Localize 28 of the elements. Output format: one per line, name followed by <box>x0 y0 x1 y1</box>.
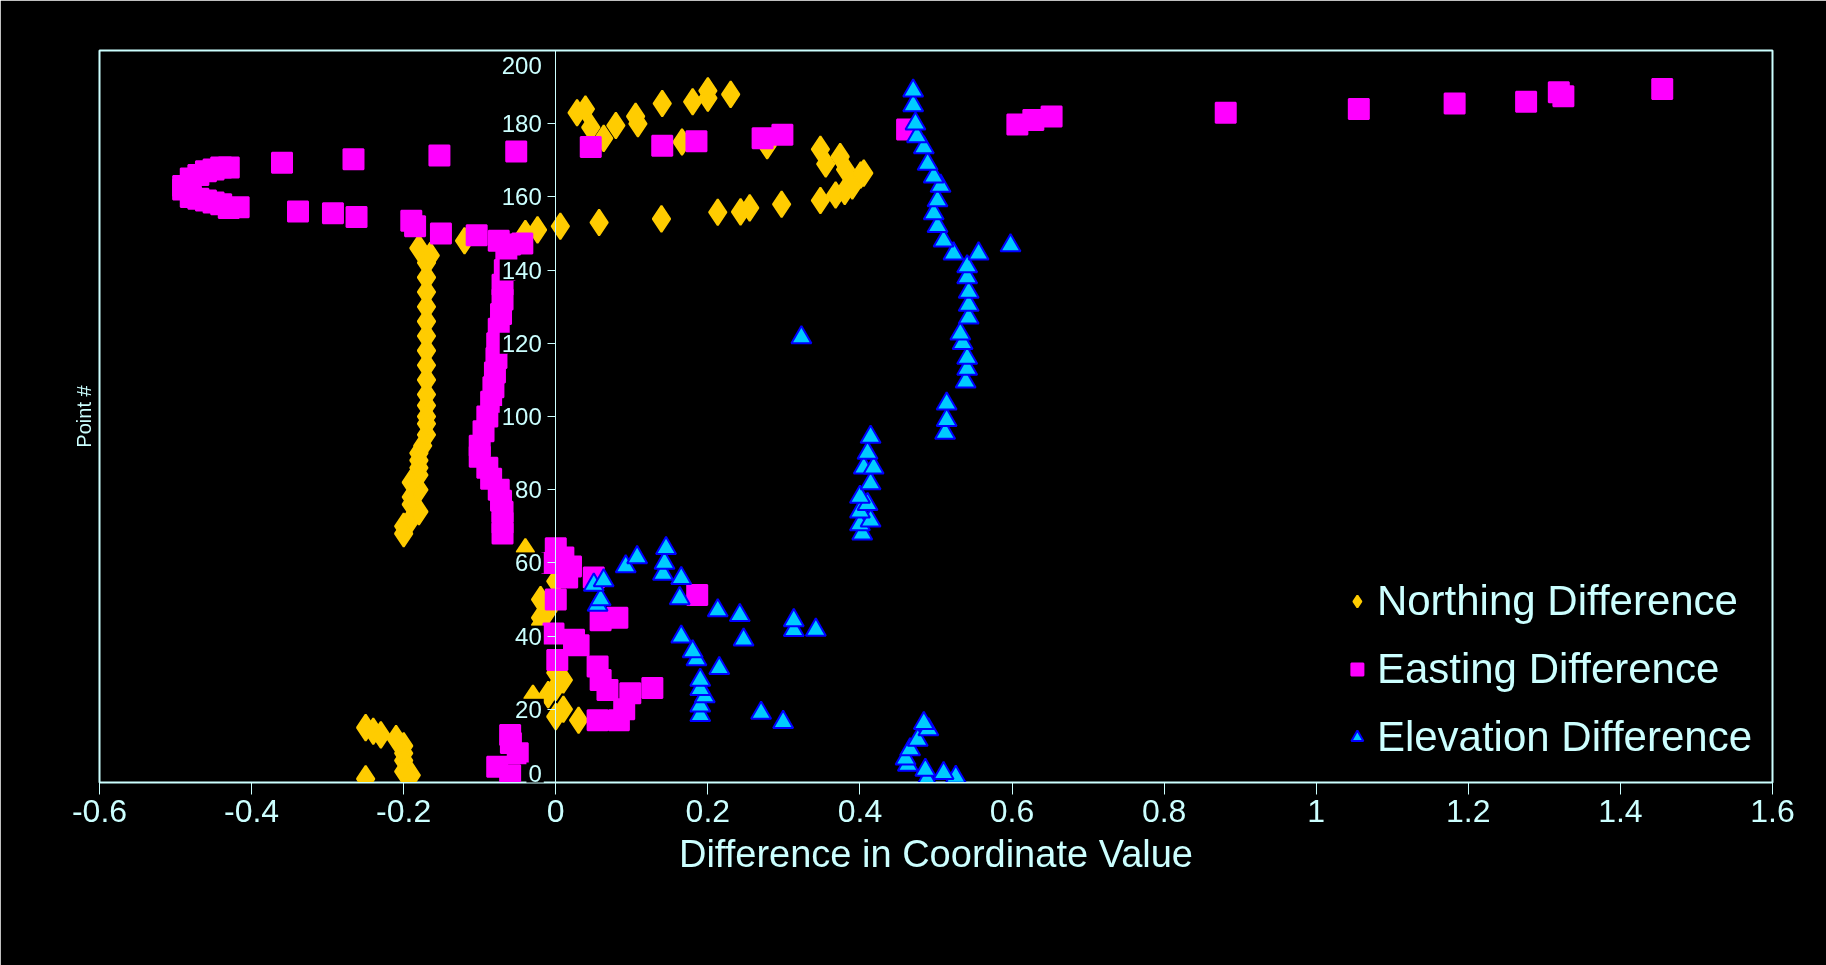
y-tick-label: 80 <box>515 476 542 504</box>
x-tick-label: 0.6 <box>989 792 1035 829</box>
y-tick-label: 20 <box>515 695 542 723</box>
x-tick-label: 0.8 <box>1141 792 1187 829</box>
y-tick-label: 100 <box>501 403 542 430</box>
x-tick-label: -0.6 <box>71 792 128 829</box>
y-tick-label: 200 <box>501 51 542 79</box>
y-tick-label: 0 <box>528 759 542 787</box>
y-tick-label: 140 <box>501 256 542 284</box>
x-tick-label: 0.2 <box>685 792 731 829</box>
y-tick-label: 40 <box>515 622 542 650</box>
y-tick-label: 60 <box>515 549 542 577</box>
legend-label: Elevation Difference <box>1376 712 1752 762</box>
x-tick-label: 1 <box>1307 792 1326 829</box>
x-tick-label: 1.6 <box>1750 792 1795 829</box>
y-tick-label: 180 <box>501 110 542 138</box>
x-axis-title: Difference in Coordinate Value <box>678 832 1194 875</box>
x-tick-label: 1.2 <box>1446 792 1491 829</box>
y-axis-title: Point # <box>72 384 95 448</box>
x-tick-label: 0 <box>546 792 565 829</box>
x-tick-label: 1.4 <box>1598 792 1643 829</box>
x-tick-label: 0.4 <box>837 792 883 829</box>
x-tick-label: -0.2 <box>376 792 432 829</box>
y-tick-label: 160 <box>501 183 542 211</box>
legend-label: Northing Difference <box>1376 576 1738 626</box>
y-tick-label: 120 <box>501 329 542 357</box>
legend-label: Easting Difference <box>1376 644 1720 694</box>
x-tick-label: -0.4 <box>224 792 280 829</box>
